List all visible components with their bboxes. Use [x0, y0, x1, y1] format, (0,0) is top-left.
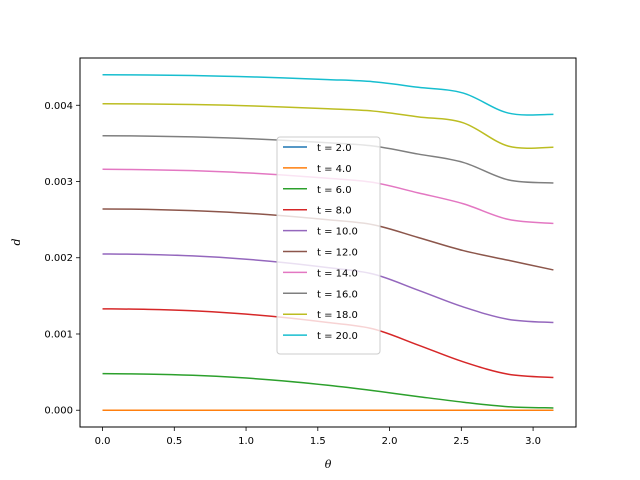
legend-label-10: t = 20.0	[317, 331, 358, 342]
y-tick-label: 0.002	[44, 253, 73, 264]
legend-label-6: t = 12.0	[317, 248, 358, 259]
x-tick-label: 1.0	[238, 436, 254, 447]
series-line-3	[102, 372, 554, 409]
x-tick-label: 3.0	[525, 436, 541, 447]
legend-label-3: t = 6.0	[317, 185, 352, 196]
x-tick-label: 0.5	[166, 436, 182, 447]
x-axis-label: θ	[325, 458, 332, 471]
x-tick-label: 1.5	[310, 436, 326, 447]
series-line-9	[102, 102, 554, 149]
y-axis-label: d	[10, 238, 23, 245]
legend-label-2: t = 4.0	[317, 164, 352, 175]
legend-box	[276, 136, 381, 355]
legend-label-1: t = 2.0	[317, 143, 352, 154]
ticks-layer: 0.0 0.5 1.0 1.5 2.0 2.5 3.0 0.000 0.001 0.002 0.00…	[44, 101, 541, 447]
x-tick-label: 2.5	[453, 436, 469, 447]
y-tick-label: 0.001	[44, 329, 73, 340]
y-tick-label: 0.004	[44, 101, 73, 112]
series-line-10	[102, 74, 554, 116]
y-tick-label: 0.000	[44, 406, 73, 417]
x-tick-label: 0.0	[95, 436, 111, 447]
legend-label-7: t = 14.0	[317, 268, 358, 279]
legend: t = 2.0 t = 4.0 t = 6.0 t = 8.0 t = 10.0 t = …	[276, 136, 381, 355]
legend-label-5: t = 10.0	[317, 227, 358, 238]
x-tick-label: 2.0	[382, 436, 398, 447]
legend-label-8: t = 16.0	[317, 289, 358, 300]
y-tick-label: 0.003	[44, 177, 73, 188]
legend-label-9: t = 18.0	[317, 310, 358, 321]
legend-label-4: t = 8.0	[317, 206, 352, 217]
axes-frame	[79, 57, 577, 428]
